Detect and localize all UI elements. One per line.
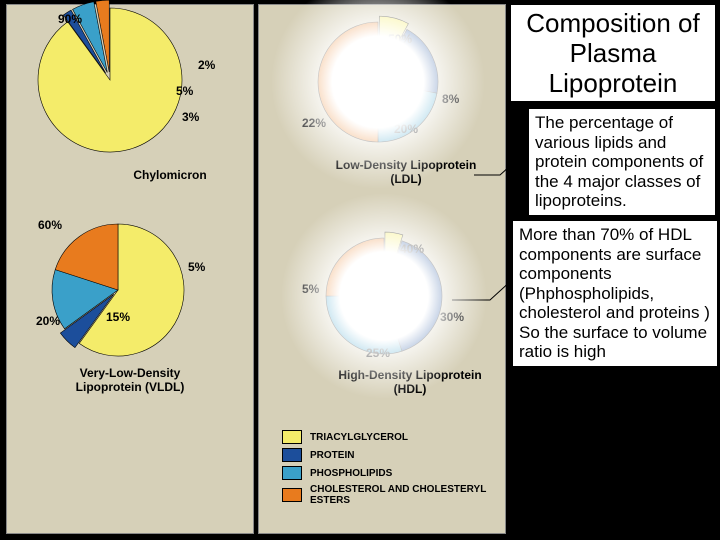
legend: TRIACYLGLYCEROL PROTEIN PHOSPHOLIPIDS CHOLE…	[282, 430, 490, 510]
chart-title: Very-Low-Density Lipoprotein (VLDL)	[50, 366, 210, 394]
chart-title: Chylomicron	[90, 168, 250, 182]
legend-label: TRIACYLGLYCEROL	[310, 432, 408, 443]
slice-label: 20%	[36, 314, 60, 328]
chart-title: High-Density Lipoprotein (HDL)	[330, 368, 490, 396]
legend-swatch	[282, 448, 302, 462]
slice-label: 50%	[388, 32, 412, 46]
pie-slice	[318, 22, 378, 142]
slice-label: 8%	[442, 92, 459, 106]
legend-row: PROTEIN	[282, 448, 490, 462]
legend-row: PHOSPHOLIPIDS	[282, 466, 490, 480]
slice-label: 5%	[176, 84, 193, 98]
legend-label: PROTEIN	[310, 450, 354, 461]
slice-label: 20%	[394, 122, 418, 136]
legend-label: PHOSPHOLIPIDS	[310, 468, 392, 479]
legend-swatch	[282, 488, 302, 502]
slice-label: 90%	[58, 12, 82, 26]
legend-row: CHOLESTEROL AND CHOLESTERYL ESTERS	[282, 484, 490, 506]
slice-label: 60%	[38, 218, 62, 232]
legend-label: CHOLESTEROL AND CHOLESTERYL ESTERS	[310, 484, 490, 506]
slice-label: 30%	[440, 310, 464, 324]
slice-label: 25%	[366, 346, 390, 360]
slice-label: 5%	[188, 260, 205, 274]
pie-slice	[326, 238, 384, 296]
slice-label: 2%	[198, 58, 215, 72]
slice-label: 3%	[182, 110, 199, 124]
legend-swatch	[282, 430, 302, 444]
slice-label: 40%	[400, 242, 424, 256]
slice-label: 15%	[106, 310, 130, 324]
slice-label: 22%	[302, 116, 326, 130]
legend-row: TRIACYLGLYCEROL	[282, 430, 490, 444]
chart-title: Low-Density Lipoprotein (LDL)	[326, 158, 486, 186]
slice-label: 5%	[302, 282, 319, 296]
pie-slice	[38, 8, 182, 152]
legend-swatch	[282, 466, 302, 480]
